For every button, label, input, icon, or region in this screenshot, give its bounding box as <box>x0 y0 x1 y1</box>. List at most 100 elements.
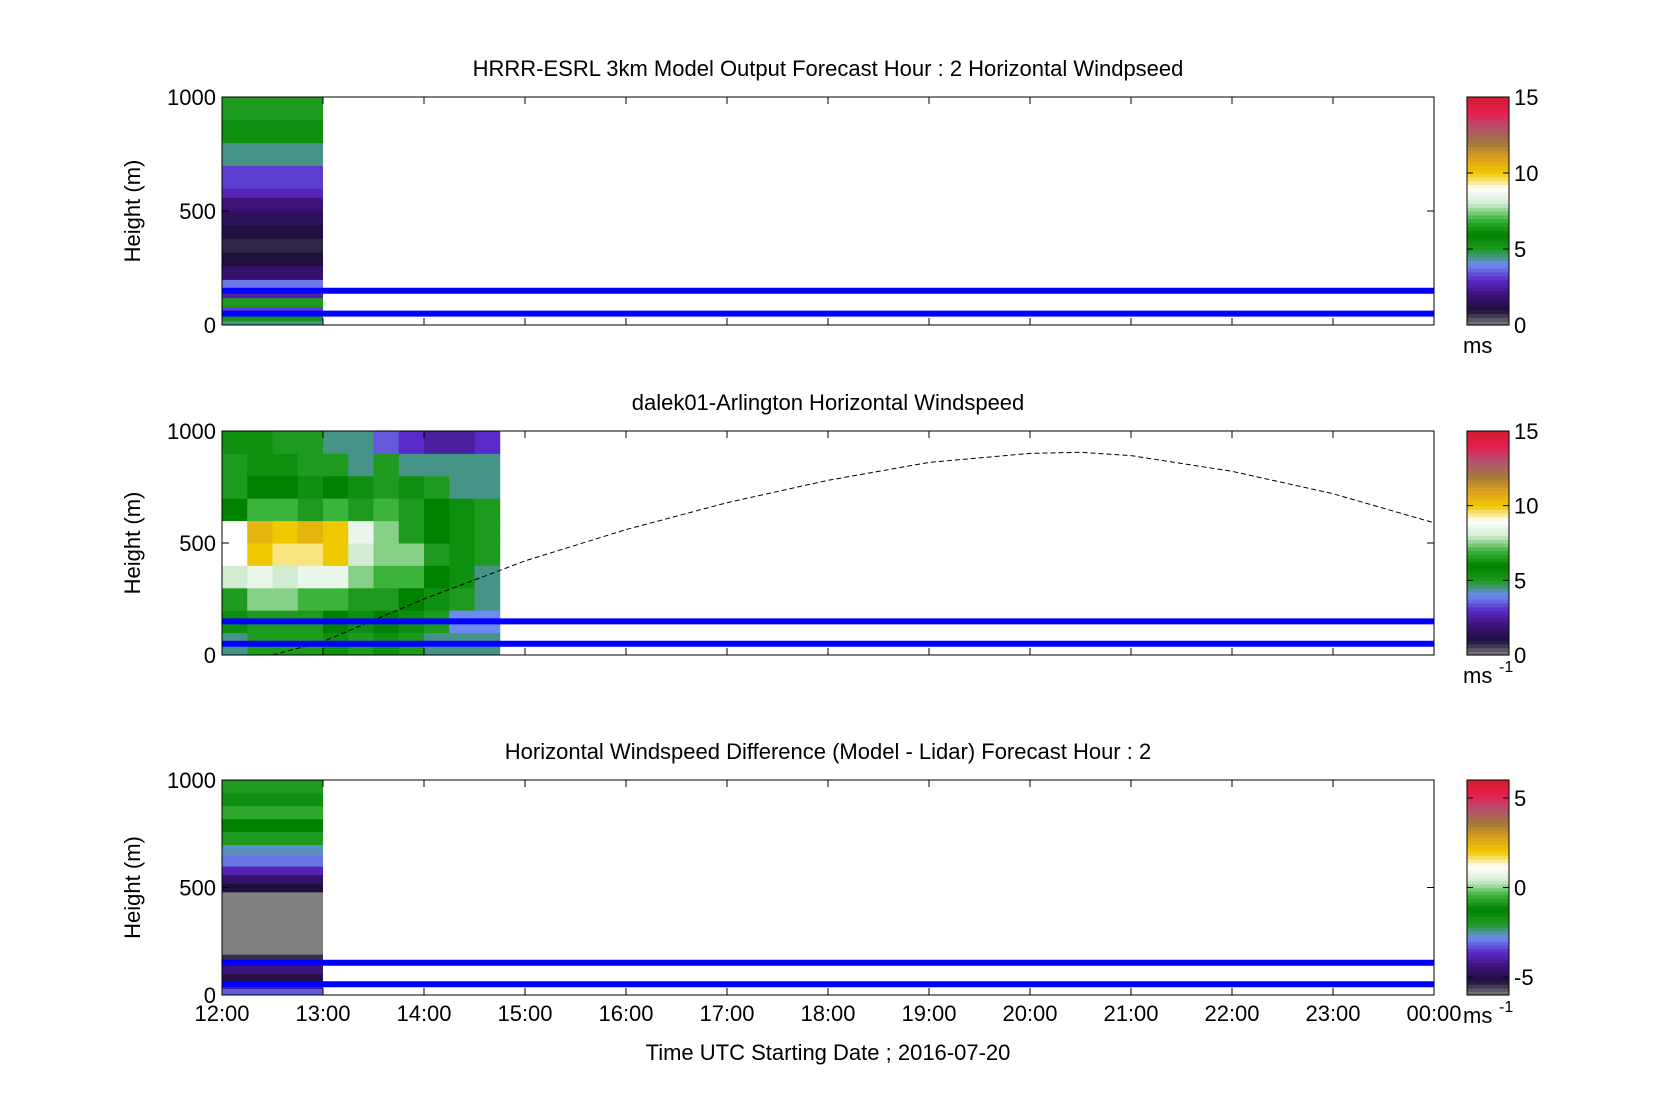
y-tick-label: 1000 <box>167 419 216 444</box>
colorbar-band <box>1467 119 1509 125</box>
heatmap-cell <box>222 855 323 867</box>
colorbar-band <box>1467 184 1509 189</box>
colorbar-band <box>1467 916 1509 921</box>
panel-title: Horizontal Windspeed Difference (Model -… <box>505 739 1151 764</box>
colorbar-band <box>1467 625 1509 630</box>
heatmap-cell <box>323 453 349 477</box>
heatmap-cell <box>247 498 273 522</box>
heatmap-cell <box>222 866 323 876</box>
colorbar-band <box>1467 819 1509 824</box>
heatmap-cell <box>449 498 475 522</box>
colorbar-band <box>1467 302 1509 307</box>
x-tick-label: 19:00 <box>901 1001 956 1026</box>
heatmap-cell <box>474 587 501 611</box>
x-tick-label: 20:00 <box>1002 1001 1057 1026</box>
y-tick-label: 0 <box>204 983 216 1008</box>
colorbar-band <box>1467 891 1509 896</box>
heatmap-cell <box>222 265 323 280</box>
colorbar-band <box>1467 794 1509 799</box>
colorbar-band <box>1467 123 1509 128</box>
colorbar-band <box>1467 812 1509 817</box>
heatmap-cell <box>222 475 248 499</box>
colorbar-band <box>1467 919 1509 924</box>
colorbar-box <box>1466 430 1510 656</box>
colorbar-band <box>1467 901 1509 907</box>
colorbar-band <box>1467 823 1509 828</box>
colorbar-band <box>1467 869 1509 874</box>
heatmap-cell <box>398 453 425 477</box>
colorbar-band <box>1467 973 1509 978</box>
colorbar-band <box>1467 905 1509 910</box>
heatmap-cell <box>247 475 273 499</box>
heatmap-cell <box>222 119 323 144</box>
colorbar-band <box>1467 472 1509 477</box>
colorbar-band <box>1467 173 1509 178</box>
colorbar-band <box>1467 613 1509 619</box>
colorbar-tick-label: 10 <box>1514 161 1538 186</box>
colorbar-band <box>1467 100 1509 106</box>
colorbar-band <box>1467 815 1509 821</box>
heatmap-cell <box>297 520 324 544</box>
heatmap-cell <box>323 431 349 454</box>
x-tick-label: 18:00 <box>800 1001 855 1026</box>
heatmap-cell <box>272 543 299 566</box>
heatmap-cell <box>323 520 349 544</box>
colorbar-band <box>1467 241 1509 246</box>
heatmap-cell <box>424 587 450 611</box>
colorbar-band <box>1467 505 1509 510</box>
colorbar-band <box>1467 930 1509 935</box>
colorbar-band <box>1467 252 1509 258</box>
heatmap-cell <box>247 543 273 566</box>
heatmap-cell <box>474 431 501 454</box>
colorbar-band <box>1467 218 1509 223</box>
colorbar-band <box>1467 572 1509 578</box>
colorbar-band <box>1467 154 1509 159</box>
colorbar-tick-label: -5 <box>1514 965 1534 990</box>
heatmap-cell <box>297 453 324 477</box>
colorbar-band <box>1467 569 1509 574</box>
colorbar-band <box>1467 599 1509 604</box>
colorbar-band <box>1467 805 1509 810</box>
colorbar-band <box>1467 192 1509 197</box>
colorbar-band <box>1467 977 1509 982</box>
heatmap-cell <box>297 565 324 589</box>
colorbar-band <box>1467 651 1509 656</box>
heatmap-cell <box>222 883 323 893</box>
colorbar-tick-label: 5 <box>1514 237 1526 262</box>
x-tick-label: 16:00 <box>598 1001 653 1026</box>
x-tick-label: 14:00 <box>396 1001 451 1026</box>
colorbar-band <box>1467 862 1509 867</box>
heatmap-cell <box>373 431 400 454</box>
colorbar-band <box>1467 524 1509 529</box>
colorbar-band <box>1467 955 1509 960</box>
colorbar-band <box>1467 138 1509 144</box>
colorbar-band <box>1467 934 1509 939</box>
heatmap-cell <box>323 543 349 566</box>
colorbar-band <box>1467 830 1509 835</box>
colorbar-band <box>1467 264 1509 269</box>
colorbar-band <box>1467 116 1509 121</box>
heatmap-cell <box>398 543 425 566</box>
colorbar-band <box>1467 780 1509 785</box>
colorbar-band <box>1467 245 1509 250</box>
heatmap-cell <box>449 475 475 499</box>
colorbar-band <box>1467 268 1509 273</box>
heatmap-cell <box>222 844 323 856</box>
colorbar-band <box>1467 445 1509 451</box>
heatmap-cell <box>398 587 425 611</box>
heatmap-cell <box>247 565 273 589</box>
heatmap-cell <box>222 431 248 454</box>
heatmap-cell <box>474 475 501 499</box>
heatmap-cell <box>222 224 323 239</box>
heatmap-cell <box>272 565 299 589</box>
colorbar-band <box>1467 271 1509 277</box>
colorbar: -5 0 5 ms -1 <box>1463 779 1534 1028</box>
plot-area <box>222 780 1434 995</box>
heatmap-cell <box>449 431 475 454</box>
colorbar-band <box>1467 513 1509 518</box>
heatmap-cell <box>373 520 400 544</box>
colorbar-unit-exponent: -1 <box>1499 999 1513 1016</box>
heatmap-cell <box>222 306 323 312</box>
heatmap-cell <box>222 498 248 522</box>
